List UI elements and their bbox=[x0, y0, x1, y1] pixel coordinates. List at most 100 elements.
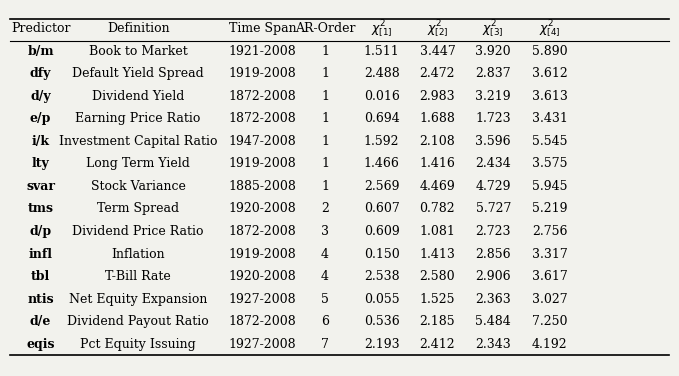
Text: Long Term Yield: Long Term Yield bbox=[86, 158, 190, 170]
Text: 1.413: 1.413 bbox=[420, 247, 456, 261]
Text: 2.837: 2.837 bbox=[475, 67, 511, 80]
Text: 2.580: 2.580 bbox=[420, 270, 455, 283]
Text: 3.219: 3.219 bbox=[475, 90, 511, 103]
Text: 5.945: 5.945 bbox=[532, 180, 568, 193]
Text: 3: 3 bbox=[321, 225, 329, 238]
Text: 0.607: 0.607 bbox=[364, 203, 399, 215]
Text: 3.596: 3.596 bbox=[475, 135, 511, 148]
Text: 4.192: 4.192 bbox=[532, 338, 568, 350]
Text: Earning Price Ratio: Earning Price Ratio bbox=[75, 112, 201, 126]
Text: Investment Capital Ratio: Investment Capital Ratio bbox=[59, 135, 217, 148]
Text: 3.920: 3.920 bbox=[475, 45, 511, 58]
Text: 1872-2008: 1872-2008 bbox=[229, 90, 297, 103]
Text: 1885-2008: 1885-2008 bbox=[229, 180, 297, 193]
Text: 2.488: 2.488 bbox=[364, 67, 399, 80]
Text: 1947-2008: 1947-2008 bbox=[229, 135, 297, 148]
Text: 1920-2008: 1920-2008 bbox=[229, 270, 297, 283]
Text: 3.317: 3.317 bbox=[532, 247, 568, 261]
Text: 2.193: 2.193 bbox=[364, 338, 399, 350]
Text: T-Bill Rate: T-Bill Rate bbox=[105, 270, 171, 283]
Text: 1872-2008: 1872-2008 bbox=[229, 225, 297, 238]
Text: Dividend Price Ratio: Dividend Price Ratio bbox=[73, 225, 204, 238]
Text: 4: 4 bbox=[321, 270, 329, 283]
Text: 1.511: 1.511 bbox=[364, 45, 399, 58]
Text: 2.569: 2.569 bbox=[364, 180, 399, 193]
Text: 1: 1 bbox=[321, 180, 329, 193]
Text: Time Span: Time Span bbox=[229, 22, 296, 35]
Text: 2.756: 2.756 bbox=[532, 225, 568, 238]
Text: 3.027: 3.027 bbox=[532, 293, 568, 306]
Text: 5.219: 5.219 bbox=[532, 203, 568, 215]
Text: 3.447: 3.447 bbox=[420, 45, 456, 58]
Text: Predictor: Predictor bbox=[11, 22, 71, 35]
Text: 5: 5 bbox=[321, 293, 329, 306]
Text: d/e: d/e bbox=[30, 315, 52, 328]
Text: tbl: tbl bbox=[31, 270, 50, 283]
Text: Definition: Definition bbox=[107, 22, 170, 35]
Text: $\chi^2_{[1]}$: $\chi^2_{[1]}$ bbox=[371, 18, 392, 39]
Text: ntis: ntis bbox=[27, 293, 54, 306]
Text: 3.575: 3.575 bbox=[532, 158, 568, 170]
Text: d/p: d/p bbox=[29, 225, 52, 238]
Text: 2.472: 2.472 bbox=[420, 67, 455, 80]
Text: 5.727: 5.727 bbox=[475, 203, 511, 215]
Text: Inflation: Inflation bbox=[111, 247, 165, 261]
Text: e/p: e/p bbox=[30, 112, 52, 126]
Text: 6: 6 bbox=[321, 315, 329, 328]
Text: 2.343: 2.343 bbox=[475, 338, 511, 350]
Text: $\chi^2_{[4]}$: $\chi^2_{[4]}$ bbox=[539, 18, 561, 39]
Text: 0.609: 0.609 bbox=[364, 225, 399, 238]
Text: 3.617: 3.617 bbox=[532, 270, 568, 283]
Text: 1872-2008: 1872-2008 bbox=[229, 315, 297, 328]
Text: 5.484: 5.484 bbox=[475, 315, 511, 328]
Text: 1.592: 1.592 bbox=[364, 135, 399, 148]
Text: $\chi^2_{[3]}$: $\chi^2_{[3]}$ bbox=[483, 18, 504, 39]
Text: 1.416: 1.416 bbox=[420, 158, 456, 170]
Text: 2.363: 2.363 bbox=[475, 293, 511, 306]
Text: 1: 1 bbox=[321, 158, 329, 170]
Text: 2.434: 2.434 bbox=[475, 158, 511, 170]
Text: 1927-2008: 1927-2008 bbox=[229, 293, 296, 306]
Text: 7: 7 bbox=[321, 338, 329, 350]
Text: 3.613: 3.613 bbox=[532, 90, 568, 103]
Text: 4: 4 bbox=[321, 247, 329, 261]
Text: 1.466: 1.466 bbox=[364, 158, 399, 170]
Text: 1: 1 bbox=[321, 135, 329, 148]
Text: 1.525: 1.525 bbox=[420, 293, 455, 306]
Text: 0.694: 0.694 bbox=[364, 112, 399, 126]
Text: 2: 2 bbox=[321, 203, 329, 215]
Text: 1: 1 bbox=[321, 112, 329, 126]
Text: $\chi^2_{[2]}$: $\chi^2_{[2]}$ bbox=[426, 18, 448, 39]
Text: d/y: d/y bbox=[31, 90, 51, 103]
Text: dfy: dfy bbox=[30, 67, 52, 80]
Text: Dividend Payout Ratio: Dividend Payout Ratio bbox=[67, 315, 209, 328]
Text: 4.729: 4.729 bbox=[475, 180, 511, 193]
Text: 1.081: 1.081 bbox=[420, 225, 456, 238]
Text: 2.185: 2.185 bbox=[420, 315, 455, 328]
Text: 1: 1 bbox=[321, 90, 329, 103]
Text: Default Yield Spread: Default Yield Spread bbox=[72, 67, 204, 80]
Text: 1919-2008: 1919-2008 bbox=[229, 247, 297, 261]
Text: 2.983: 2.983 bbox=[420, 90, 455, 103]
Text: 2.723: 2.723 bbox=[475, 225, 511, 238]
Text: infl: infl bbox=[29, 247, 52, 261]
Text: lty: lty bbox=[32, 158, 50, 170]
Text: 4.469: 4.469 bbox=[420, 180, 456, 193]
Text: 2.538: 2.538 bbox=[364, 270, 399, 283]
Text: 0.150: 0.150 bbox=[364, 247, 399, 261]
Text: 1927-2008: 1927-2008 bbox=[229, 338, 296, 350]
Text: b/m: b/m bbox=[27, 45, 54, 58]
Text: 1920-2008: 1920-2008 bbox=[229, 203, 297, 215]
Text: 1: 1 bbox=[321, 67, 329, 80]
Text: Stock Variance: Stock Variance bbox=[91, 180, 185, 193]
Text: 1919-2008: 1919-2008 bbox=[229, 67, 297, 80]
Text: 2.108: 2.108 bbox=[420, 135, 456, 148]
Text: 2.906: 2.906 bbox=[475, 270, 511, 283]
Text: Dividend Yield: Dividend Yield bbox=[92, 90, 184, 103]
Text: 1.723: 1.723 bbox=[475, 112, 511, 126]
Text: 1.688: 1.688 bbox=[420, 112, 456, 126]
Text: 3.431: 3.431 bbox=[532, 112, 568, 126]
Text: Pct Equity Issuing: Pct Equity Issuing bbox=[80, 338, 196, 350]
Text: eqis: eqis bbox=[26, 338, 55, 350]
Text: AR-Order: AR-Order bbox=[295, 22, 355, 35]
